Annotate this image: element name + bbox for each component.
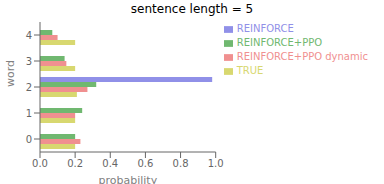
svg-text:1: 1 [26, 108, 32, 119]
svg-text:0.8: 0.8 [173, 158, 189, 169]
svg-text:1.0: 1.0 [208, 158, 224, 169]
html-text:sentence length = 5: sentence length = 5 [130, 2, 254, 16]
html-text:TRUE: TRUE [236, 65, 264, 76]
svg-text:2: 2 [26, 82, 32, 93]
svg-text:0: 0 [26, 134, 32, 145]
html-text:REINFORCE+PPO dynamic: REINFORCE+PPO dynamic [236, 51, 368, 62]
svg-text:0.6: 0.6 [137, 158, 153, 169]
svg-text:0.4: 0.4 [102, 158, 118, 169]
svg-text:0.0: 0.0 [32, 158, 48, 169]
svg-text:word: word [8, 60, 17, 87]
svg-text:probability: probability [98, 174, 157, 184]
svg-text:4: 4 [26, 30, 32, 41]
html-text:REINFORCE+PPO: REINFORCE+PPO [236, 37, 323, 48]
html-text:REINFORCE: REINFORCE [236, 23, 294, 34]
svg-text:3: 3 [26, 56, 32, 67]
svg-text:0.2: 0.2 [67, 158, 83, 169]
